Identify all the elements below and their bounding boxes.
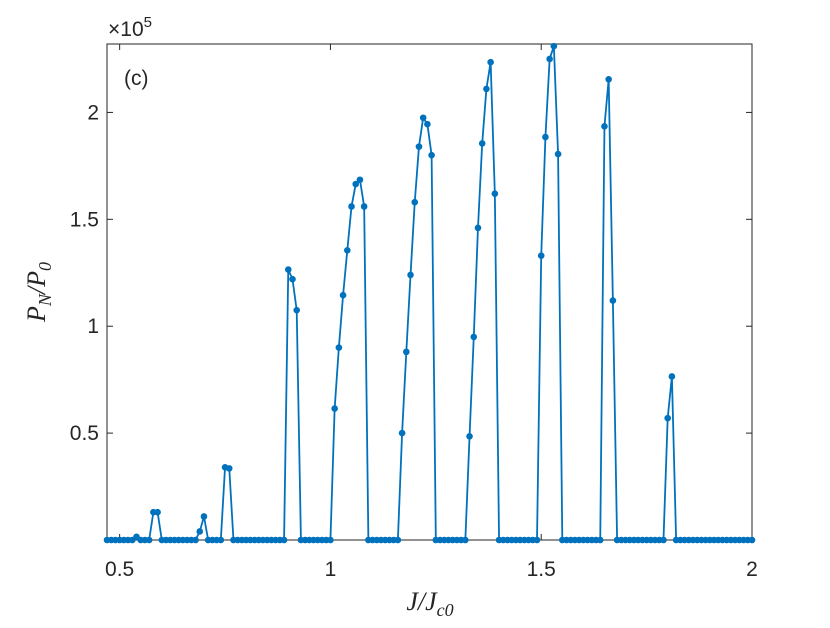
y-tick-label: 2	[87, 101, 99, 124]
x-label-sub: c0	[437, 600, 454, 620]
data-point	[293, 306, 301, 314]
data-point	[217, 536, 225, 544]
x-label-main: J/J	[406, 587, 438, 616]
data-point	[289, 275, 296, 283]
data-point	[537, 252, 545, 259]
data-point	[284, 266, 292, 273]
data-point	[154, 508, 161, 516]
y-tick-label: 0.5	[70, 422, 99, 445]
data-point	[398, 429, 406, 437]
data-point	[748, 536, 756, 544]
exponent-base: ×10	[108, 18, 144, 41]
data-point	[601, 123, 608, 130]
data-point	[280, 536, 288, 544]
data-point	[474, 224, 482, 232]
annotation: (c)	[124, 67, 149, 90]
y-tick-label: 1	[87, 315, 99, 338]
y-tick-label: 1.5	[70, 208, 99, 231]
data-point	[225, 465, 233, 472]
data-point	[533, 536, 541, 544]
data-point	[356, 176, 364, 184]
data-point	[419, 114, 427, 122]
x-tick-label: 1.5	[527, 558, 556, 581]
data-point	[424, 120, 431, 128]
data-point	[668, 373, 676, 380]
data-point	[596, 536, 604, 544]
data-point	[609, 297, 617, 304]
data-point	[664, 414, 671, 422]
data-point	[605, 75, 612, 83]
x-tick-label: 2	[746, 558, 758, 581]
data-point	[411, 198, 419, 206]
data-point	[428, 151, 435, 159]
y-label-sub0: 0	[35, 262, 55, 271]
data-point	[335, 344, 343, 351]
y-label-p: P	[22, 306, 51, 323]
data-point	[546, 55, 553, 63]
data-point	[327, 536, 334, 544]
data-point	[660, 536, 667, 544]
data-point	[192, 536, 199, 544]
data-point	[462, 536, 469, 544]
exponent-power: 5	[144, 14, 152, 31]
data-point	[339, 291, 347, 299]
y-label-sub: N	[35, 293, 55, 307]
data-point	[554, 150, 562, 158]
data-point	[487, 58, 494, 66]
data-point	[360, 203, 368, 210]
data-point	[196, 528, 204, 535]
x-tick-label: 1	[325, 558, 337, 581]
x-axis-label: J/Jc0	[406, 587, 453, 620]
y-axis-label: PN/P0	[22, 262, 55, 323]
data-point	[466, 433, 473, 440]
data-point	[415, 143, 423, 150]
data-point	[348, 203, 355, 210]
data-point	[352, 180, 360, 188]
x-tick-label: 0.5	[105, 558, 134, 581]
data-point	[470, 333, 478, 341]
data-point	[407, 271, 414, 279]
plot-frame	[106, 43, 753, 541]
data-point	[478, 140, 486, 147]
data-point	[394, 536, 402, 544]
data-point	[483, 85, 490, 93]
data-point	[200, 513, 208, 520]
y-label-div: /P	[22, 271, 51, 296]
data-point	[331, 405, 338, 412]
data-point	[542, 133, 549, 141]
data-point	[343, 247, 351, 254]
data-point	[550, 42, 558, 50]
exponent: ×105	[108, 14, 152, 41]
data-point	[145, 536, 153, 544]
data-point	[403, 348, 410, 356]
data-point	[491, 190, 499, 197]
